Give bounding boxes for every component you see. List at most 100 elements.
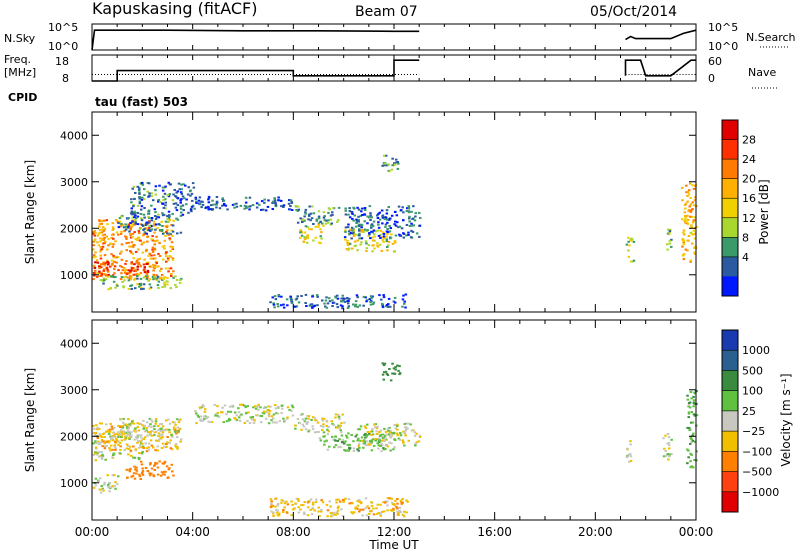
heatmap-cell — [138, 188, 141, 191]
heatmap-cell — [359, 425, 363, 428]
heatmap-cell — [111, 448, 114, 451]
heatmap-cell — [154, 266, 157, 268]
heatmap-cell — [148, 252, 151, 255]
heatmap-cell — [104, 262, 107, 265]
heatmap-cell — [163, 445, 166, 448]
heatmap-cell — [686, 448, 689, 451]
heatmap-cell — [332, 423, 336, 426]
heatmap-cell — [290, 300, 293, 303]
heatmap-cell — [125, 260, 128, 263]
heatmap-cell — [99, 455, 102, 457]
heatmap-cell — [371, 303, 375, 306]
heatmap-cell — [141, 470, 145, 473]
heatmap-cell — [137, 274, 141, 277]
heatmap-cell — [94, 477, 98, 480]
heatmap-cell — [103, 264, 106, 267]
heatmap-cell — [358, 442, 361, 445]
heatmap-cell — [96, 275, 99, 278]
heatmap-cell — [163, 281, 166, 284]
heatmap-cell — [165, 226, 169, 229]
heatmap-cell — [206, 416, 210, 419]
heatmap-cell — [119, 429, 123, 432]
colorbar-segment — [722, 471, 738, 493]
heatmap-cell — [201, 419, 205, 422]
heatmap-cell — [132, 205, 135, 208]
heatmap-cell — [150, 418, 153, 421]
heatmap-cell — [122, 226, 126, 229]
heatmap-cell — [149, 257, 153, 260]
heatmap-cell — [207, 198, 210, 201]
heatmap-cell — [393, 162, 396, 165]
heatmap-cell — [691, 221, 695, 224]
heatmap-cell — [352, 228, 355, 231]
heatmap-cell — [181, 195, 185, 198]
heatmap-cell — [175, 286, 178, 289]
colorbar-tick-label: 1000 — [742, 344, 770, 357]
heatmap-cell — [280, 199, 283, 202]
heatmap-cell — [414, 212, 417, 215]
heatmap-cell — [355, 220, 359, 223]
heatmap-cell — [319, 235, 322, 238]
heatmap-cell — [391, 164, 394, 167]
heatmap-cell — [157, 280, 161, 283]
heatmap-cell — [347, 498, 351, 501]
heatmap-cell — [150, 228, 153, 231]
heatmap-cell — [163, 460, 167, 463]
heatmap-cell — [113, 435, 117, 438]
heatmap-cell — [418, 235, 421, 238]
heatmap-cell — [395, 505, 398, 508]
heatmap-cell — [311, 428, 315, 431]
heatmap-cell — [102, 219, 106, 222]
heatmap-cell — [356, 439, 359, 442]
heatmap-cell — [147, 442, 151, 445]
heatmap-cell — [317, 506, 320, 509]
heatmap-cell — [394, 368, 397, 371]
heatmap-cell — [103, 445, 107, 448]
heatmap-cell — [355, 294, 359, 297]
heatmap-cell — [303, 215, 306, 218]
heatmap-cell — [687, 411, 691, 414]
heatmap-cell — [353, 511, 356, 514]
heatmap-cell — [111, 262, 114, 265]
heatmap-cell — [154, 462, 157, 464]
heatmap-cell — [131, 187, 134, 190]
heatmap-cell — [343, 442, 346, 445]
heatmap-cell — [124, 268, 127, 271]
heatmap-cell — [689, 182, 692, 185]
heatmap-cell — [376, 244, 379, 247]
heatmap-cell — [355, 433, 359, 436]
heatmap-cell — [394, 366, 397, 369]
heatmap-cell — [392, 300, 396, 303]
heatmap-cell — [367, 507, 371, 510]
heatmap-cell — [100, 450, 103, 453]
heatmap-cell — [93, 272, 96, 275]
colorbar-tick-label: 25 — [742, 405, 756, 418]
heatmap-cell — [129, 236, 133, 239]
heatmap-cell — [175, 445, 178, 448]
heatmap-cell — [687, 404, 691, 406]
heatmap-cell — [229, 410, 233, 413]
heatmap-cell — [347, 302, 350, 305]
heatmap-cell — [96, 241, 99, 244]
heatmap-cell — [103, 227, 107, 230]
heatmap-cell — [148, 225, 151, 228]
heatmap-cell — [92, 453, 96, 456]
heatmap-cell — [167, 270, 170, 273]
heatmap-cell — [379, 229, 383, 232]
heatmap-cell — [357, 228, 361, 231]
heatmap-cell — [291, 406, 295, 409]
heatmap-cell — [352, 219, 355, 222]
xtick-label: 04:00 — [175, 525, 210, 539]
heatmap-cell — [381, 362, 384, 365]
heatmap-cell — [103, 233, 106, 236]
heatmap-cell — [129, 245, 133, 248]
heatmap-cell — [385, 218, 389, 221]
heatmap-cell — [299, 508, 302, 511]
heatmap-cell — [689, 452, 692, 455]
heatmap-cell — [386, 305, 390, 308]
heatmap-cell — [164, 470, 167, 473]
heatmap-cell — [102, 261, 105, 264]
heatmap-cell — [401, 498, 404, 500]
heatmap-cell — [162, 258, 165, 261]
heatmap-cell — [257, 408, 260, 411]
